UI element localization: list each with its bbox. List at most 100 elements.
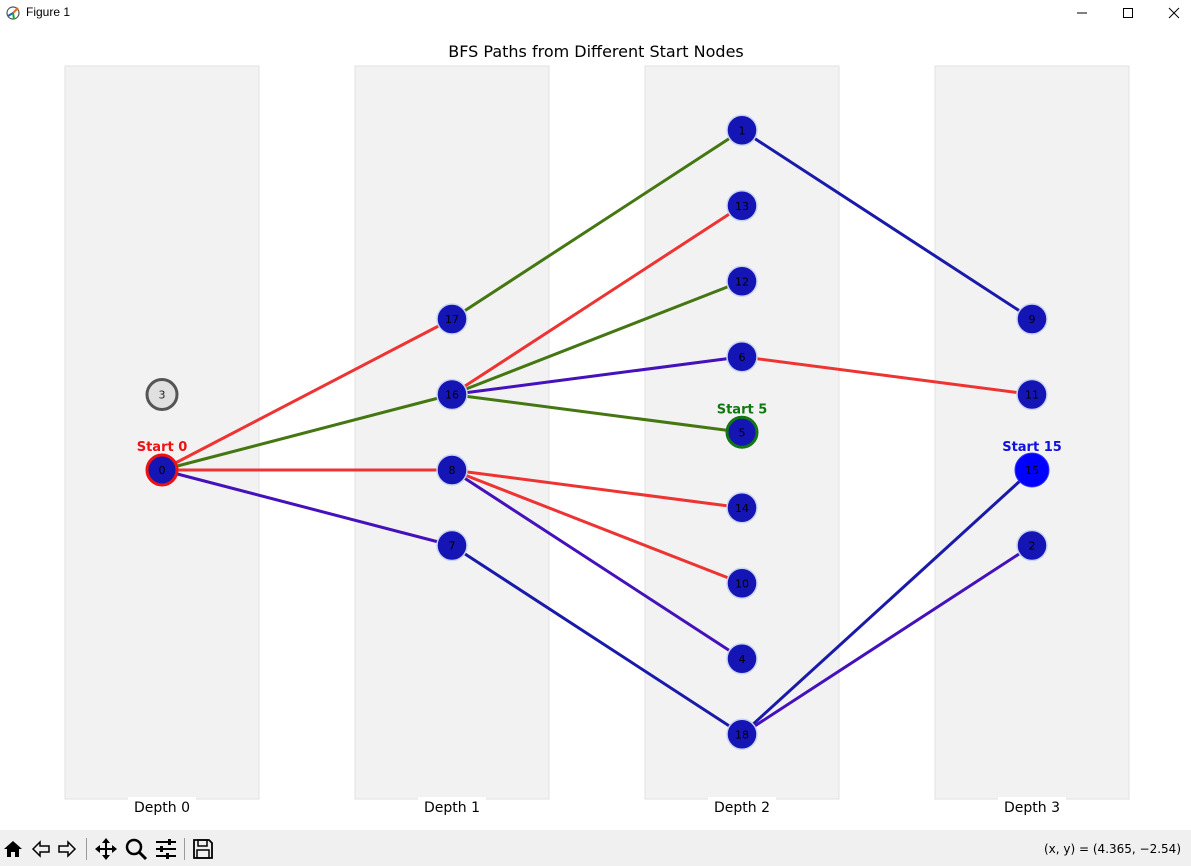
node-label-10: 10 — [735, 577, 749, 590]
toolbar-separator — [86, 838, 87, 860]
start-labels: Start 0 Start 5 Start 15 — [137, 402, 1062, 455]
node-8 — [436, 454, 468, 486]
edge-16-5 — [451, 393, 743, 434]
node-3 — [145, 378, 179, 411]
edge-8-10 — [451, 468, 743, 585]
zoom-button[interactable] — [123, 836, 149, 862]
edge-0-16 — [161, 393, 453, 472]
node-label-8: 8 — [449, 464, 456, 477]
edge-6-11 — [741, 355, 1033, 396]
node-17 — [436, 303, 468, 335]
chart-title: BFS Paths from Different Start Nodes — [448, 42, 744, 61]
matplotlib-app-icon — [6, 6, 20, 20]
edge-18-15 — [740, 468, 1034, 736]
back-icon — [31, 840, 50, 858]
save-button[interactable] — [190, 836, 216, 862]
maximize-button[interactable] — [1105, 0, 1151, 26]
start-label-0: Start 0 — [137, 440, 188, 455]
minimize-button[interactable] — [1059, 0, 1105, 26]
depth-label: Depth 3 — [1004, 800, 1060, 816]
node-2 — [1016, 529, 1048, 562]
node-label-6: 6 — [739, 351, 746, 364]
minimize-icon — [1077, 12, 1087, 14]
configure-subplots-button[interactable] — [153, 836, 179, 862]
node-14 — [726, 492, 758, 524]
node-5 — [725, 415, 759, 449]
depth-label: Depth 1 — [424, 800, 480, 816]
node-label-18: 18 — [735, 728, 749, 741]
node-label-16: 16 — [445, 389, 459, 402]
node-11 — [1016, 378, 1048, 411]
edge-7-18 — [451, 544, 743, 736]
toolbar-separator — [184, 838, 185, 860]
close-icon — [1168, 7, 1180, 19]
edge-16-12 — [451, 279, 743, 396]
node-label-7: 7 — [449, 540, 456, 553]
home-button[interactable] — [0, 836, 26, 862]
close-button[interactable] — [1151, 0, 1191, 26]
node-label-9: 9 — [1029, 313, 1036, 326]
window-titlebar: Figure 1 — [0, 0, 1191, 26]
edge-17-1 — [451, 128, 743, 321]
node-label-14: 14 — [735, 502, 749, 515]
node-label-4: 4 — [739, 653, 746, 666]
node-16 — [436, 378, 468, 411]
forward-button[interactable] — [54, 836, 80, 862]
start-label-15: Start 15 — [1002, 440, 1062, 455]
pan-icon — [95, 838, 117, 860]
node-label-5: 5 — [739, 426, 746, 439]
node-10 — [726, 567, 758, 599]
figure-canvas[interactable]: BFS Paths from Different Start Nodes Dep… — [0, 26, 1191, 828]
node-7 — [436, 529, 468, 562]
node-13 — [726, 190, 758, 222]
edge-16-6 — [451, 355, 743, 396]
node-label-2: 2 — [1029, 540, 1036, 553]
depth-band — [934, 65, 1130, 800]
node-label-12: 12 — [735, 275, 749, 288]
navigation-toolbar: (x, y) = (4.365, −2.54) — [0, 830, 1191, 866]
pan-button[interactable] — [93, 836, 119, 862]
node-18 — [726, 718, 758, 750]
edge-0-7 — [161, 468, 453, 547]
node-label-0: 0 — [159, 464, 166, 477]
node-6 — [726, 341, 758, 373]
cursor-coordinates: (x, y) = (4.365, −2.54) — [1044, 842, 1181, 856]
nodes: 0 3 17 16 8 7 1 13 12 6 5 14 10 4 18 9 11 15 2 — [145, 114, 1050, 750]
maximize-icon — [1123, 8, 1133, 18]
edge-8-4 — [451, 468, 743, 661]
edge-8-14 — [451, 468, 743, 510]
node-9 — [1016, 303, 1048, 335]
home-icon — [4, 841, 22, 857]
save-icon — [193, 839, 213, 859]
forward-icon — [58, 840, 77, 858]
node-15 — [1014, 452, 1050, 488]
depth-label-bg — [708, 797, 776, 817]
edge-18-2 — [741, 544, 1033, 736]
node-label-13: 13 — [735, 200, 749, 213]
edge-16-13 — [451, 204, 743, 396]
node-label-1: 1 — [739, 124, 746, 137]
depth-label-bg — [418, 797, 486, 817]
depth-label: Depth 0 — [134, 800, 190, 816]
zoom-icon — [125, 838, 148, 861]
depth-label: Depth 2 — [714, 800, 770, 816]
depth-label-bg — [128, 797, 196, 817]
edges — [161, 128, 1034, 736]
depth-label-bg — [998, 797, 1066, 817]
configure-subplots-icon — [156, 839, 176, 859]
edge-0-17 — [161, 317, 453, 472]
node-1 — [726, 114, 758, 146]
back-button[interactable] — [28, 836, 54, 862]
depth-band — [64, 65, 260, 800]
node-12 — [726, 265, 758, 297]
node-label-15: 15 — [1025, 464, 1039, 477]
start-label-5: Start 5 — [717, 402, 768, 417]
node-4 — [726, 643, 758, 675]
node-label-11: 11 — [1025, 389, 1039, 402]
node-0 — [145, 453, 179, 487]
depth-bands: Depth 0 Depth 1 Depth 2 Depth 3 — [64, 65, 1130, 817]
node-label-17: 17 — [445, 313, 459, 326]
window-title: Figure 1 — [26, 5, 71, 19]
node-label-3: 3 — [159, 389, 166, 402]
depth-band — [354, 65, 550, 800]
